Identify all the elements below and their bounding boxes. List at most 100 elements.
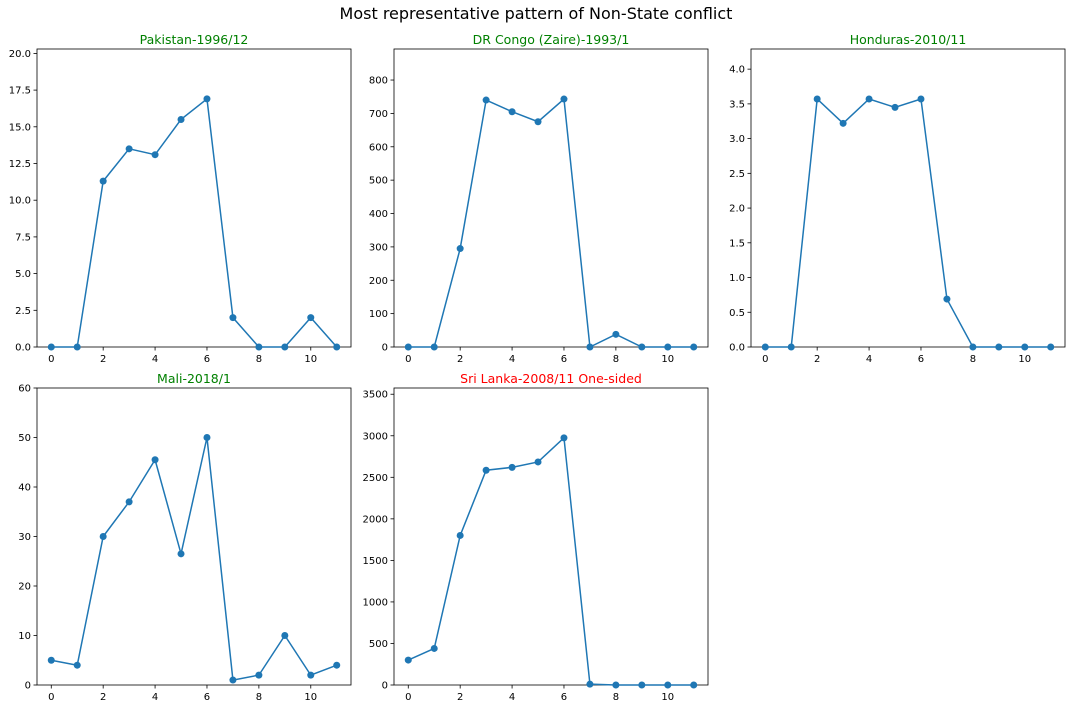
x-tick-label: 2 <box>814 354 820 365</box>
y-tick-label: 500 <box>369 639 388 650</box>
data-point <box>430 644 438 652</box>
y-tick-label: 2.5 <box>15 306 31 317</box>
axes-frame <box>36 48 352 348</box>
y-tick-label: 400 <box>369 209 388 220</box>
subplots-container: Pakistan-1996/12 0 2 4 6 8 10 0.0 2.5 5.0 7.5 10.0 1… <box>9 32 1066 703</box>
data-point <box>638 681 646 689</box>
y-tick-label: 3.5 <box>729 99 745 110</box>
data-point <box>690 681 698 689</box>
x-tick-label: 8 <box>613 354 619 365</box>
data-point <box>333 343 341 351</box>
subplot-0: Pakistan-1996/12 0 2 4 6 8 10 0.0 2.5 5.0 7.5 10.0 1… <box>9 32 352 365</box>
axes-frame <box>393 48 709 348</box>
data-point <box>690 343 698 351</box>
data-point <box>534 118 542 126</box>
subplot-3: Mali-2018/1 0 2 4 6 8 10 0 10 20 30 40 50 60 <box>18 371 352 703</box>
subplot-title: DR Congo (Zaire)-1993/1 <box>473 32 630 47</box>
y-tick-label: 0 <box>382 681 388 692</box>
x-tick-label: 8 <box>256 354 262 365</box>
data-point <box>969 343 977 351</box>
x-tick-label: 10 <box>304 692 317 703</box>
data-point <box>943 295 951 303</box>
x-tick-label: 0 <box>762 354 768 365</box>
data-point <box>586 680 594 688</box>
x-tick-label: 0 <box>48 354 54 365</box>
y-tick-label: 60 <box>18 384 31 395</box>
data-point <box>307 314 315 322</box>
y-tick-label: 2000 <box>363 514 388 525</box>
y-tick-label: 2.0 <box>729 204 745 215</box>
y-tick-label: 20.0 <box>9 49 31 60</box>
subplot-title: Mali-2018/1 <box>157 371 231 386</box>
x-tick-label: 6 <box>204 354 210 365</box>
x-tick-label: 10 <box>304 354 317 365</box>
figure-title: Most representative pattern of Non-State… <box>340 4 733 23</box>
subplot-title: Honduras-2010/11 <box>850 32 967 47</box>
axes-frame <box>393 387 709 686</box>
y-tick-label: 600 <box>369 142 388 153</box>
data-point <box>73 343 81 351</box>
x-tick-label: 0 <box>405 692 411 703</box>
x-tick-label: 4 <box>509 354 515 365</box>
y-tick-label: 0 <box>382 343 388 354</box>
y-tick-label: 10 <box>18 631 31 642</box>
data-point <box>404 656 412 664</box>
data-point <box>281 343 289 351</box>
data-point <box>125 145 133 153</box>
data-point <box>99 177 107 185</box>
x-tick-label: 2 <box>100 692 106 703</box>
x-tick-label: 4 <box>509 692 515 703</box>
subplot-2: Honduras-2010/11 0 2 4 6 8 10 0.0 0.5 1.0 1.5 2.0 2.… <box>729 32 1066 365</box>
x-tick-label: 0 <box>48 692 54 703</box>
x-tick-label: 6 <box>561 692 567 703</box>
data-point <box>333 661 341 669</box>
x-tick-label: 8 <box>256 692 262 703</box>
data-point <box>995 343 1003 351</box>
data-point <box>560 95 568 103</box>
data-point <box>612 330 620 338</box>
data-point <box>255 343 263 351</box>
data-point <box>281 632 289 639</box>
y-tick-label: 200 <box>369 276 388 287</box>
data-point <box>203 434 211 441</box>
x-tick-label: 2 <box>100 354 106 365</box>
series-line <box>765 97 1051 348</box>
data-point <box>430 343 438 351</box>
data-point <box>813 95 821 103</box>
data-point <box>229 314 237 322</box>
y-tick-label: 20 <box>18 582 31 593</box>
series-line <box>51 437 337 681</box>
x-tick-label: 4 <box>152 692 158 703</box>
y-tick-label: 0.0 <box>729 343 745 354</box>
data-point <box>255 671 263 679</box>
y-tick-label: 1500 <box>363 556 388 567</box>
y-tick-label: 300 <box>369 242 388 253</box>
data-point <box>47 656 55 664</box>
series-line <box>408 97 694 349</box>
subplot-4: Sri Lanka-2008/11 One-sided 0 2 4 6 8 10 0 500 10… <box>363 371 709 703</box>
y-tick-label: 100 <box>369 309 388 320</box>
data-point <box>586 343 594 351</box>
data-point <box>508 463 516 471</box>
y-tick-label: 7.5 <box>15 232 31 243</box>
data-point <box>664 681 672 689</box>
y-tick-label: 2.5 <box>729 169 745 180</box>
axes-frame <box>36 387 352 686</box>
data-point <box>456 245 464 253</box>
y-tick-label: 17.5 <box>9 86 31 97</box>
y-tick-label: 1.0 <box>729 273 745 284</box>
y-tick-label: 40 <box>18 483 31 494</box>
data-point <box>404 343 412 351</box>
y-tick-label: 0 <box>25 681 31 692</box>
y-tick-label: 15.0 <box>9 122 31 133</box>
data-point <box>761 343 769 351</box>
data-point <box>151 456 159 464</box>
y-tick-label: 0.5 <box>729 308 745 319</box>
y-tick-label: 4.0 <box>729 65 745 76</box>
data-point <box>839 119 847 127</box>
y-tick-label: 10.0 <box>9 196 31 207</box>
data-point <box>891 103 899 111</box>
data-point <box>508 108 516 116</box>
y-tick-label: 700 <box>369 109 388 120</box>
